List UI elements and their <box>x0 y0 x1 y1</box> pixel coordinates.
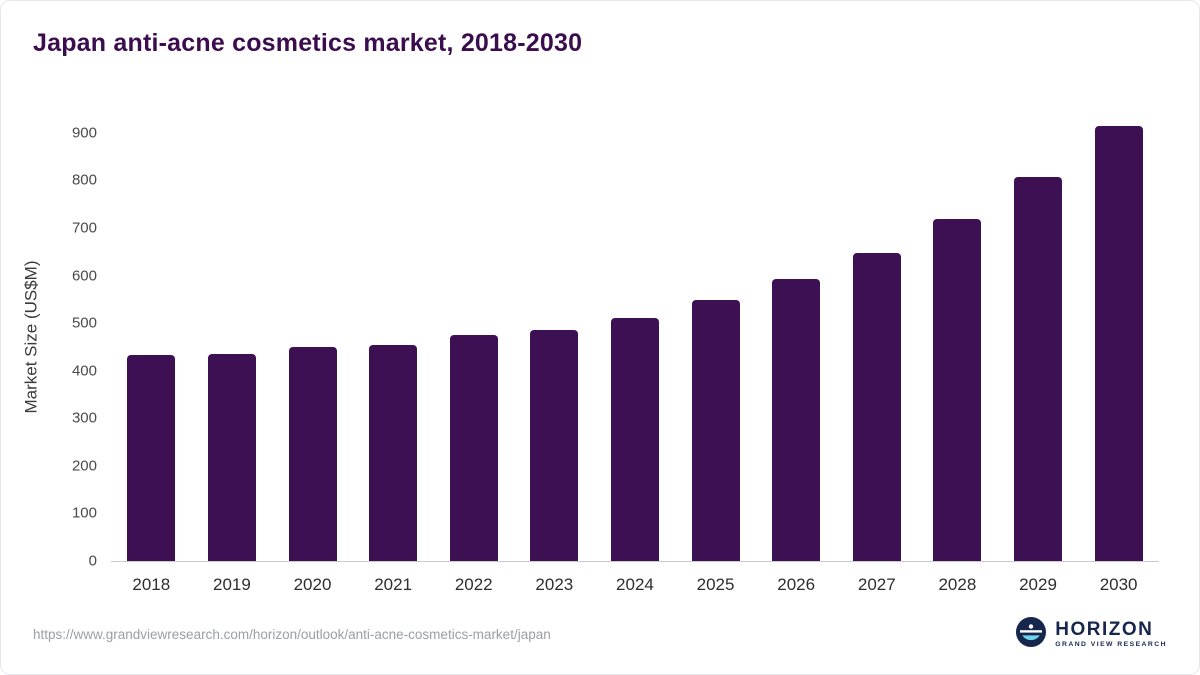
bar <box>127 355 176 561</box>
chart-title: Japan anti-acne cosmetics market, 2018-2… <box>33 29 583 57</box>
source-url: https://www.grandviewresearch.com/horizo… <box>33 626 551 642</box>
x-tick-label: 2019 <box>212 575 251 594</box>
x-tick-label: 2021 <box>374 575 413 594</box>
brand-name: HORIZON <box>1055 618 1154 640</box>
y-tick-label: 600 <box>71 267 97 285</box>
bar-column: 2027 <box>852 109 901 594</box>
bar <box>1014 177 1062 561</box>
x-tick-label: 2022 <box>454 575 493 594</box>
horizon-globe-icon <box>1016 616 1047 652</box>
bar-column: 2029 <box>1014 109 1062 594</box>
bar-column: 2023 <box>530 109 579 594</box>
bar-column: 2030 <box>1094 109 1143 594</box>
bar <box>207 354 256 561</box>
y-tick-label: 700 <box>71 219 97 237</box>
x-tick-label: 2020 <box>293 575 332 594</box>
bar <box>852 252 901 561</box>
y-tick-label: 100 <box>71 504 97 522</box>
y-tick-label: 400 <box>71 362 97 380</box>
x-tick-label: 2028 <box>938 575 977 594</box>
bar-column: 2020 <box>288 109 337 594</box>
x-tick-label: 2025 <box>696 575 735 594</box>
x-tick-label: 2030 <box>1099 575 1138 594</box>
brand-tagline: GRAND VIEW RESEARCH <box>1055 640 1167 648</box>
bar-column: 2022 <box>449 109 498 594</box>
brand-logo: HORIZON GRAND VIEW RESEARCH <box>1016 616 1167 652</box>
y-tick-label: 800 <box>71 171 97 189</box>
bar-column: 2019 <box>207 109 256 594</box>
bar <box>691 300 740 561</box>
bar-column: 2028 <box>933 109 982 594</box>
y-tick-label: 200 <box>71 457 97 475</box>
plot-area: 0 100 200 300 400 500 600 700 800 900 2018 2019 202… <box>72 109 1159 594</box>
bar <box>1094 125 1143 561</box>
bar <box>288 346 337 561</box>
bar-column: 2024 <box>610 109 659 594</box>
bar-column: 2026 <box>772 109 821 594</box>
y-axis-title-text: Market Size (US$M) <box>22 259 41 414</box>
x-tick-label: 2023 <box>535 575 574 594</box>
y-tick-label: 0 <box>88 552 97 570</box>
x-tick-label: 2018 <box>132 575 171 594</box>
bar-column: 2021 <box>369 109 418 594</box>
bars-container: 2018 2019 2020 2021 2022 2023 2024 2025 2026 2027… <box>111 109 1159 594</box>
brand-text: HORIZON GRAND VIEW RESEARCH <box>1055 620 1167 649</box>
bar <box>933 219 982 561</box>
bar <box>369 344 418 561</box>
bar <box>449 335 498 561</box>
x-tick-label: 2027 <box>857 575 896 594</box>
footer: https://www.grandviewresearch.com/horizo… <box>33 612 1167 656</box>
y-tick-label: 900 <box>71 124 97 142</box>
bar-column: 2025 <box>691 109 740 594</box>
y-tick-label: 300 <box>71 409 97 427</box>
bar <box>772 278 821 561</box>
bar <box>610 318 659 561</box>
y-tick-label: 500 <box>71 314 97 332</box>
bar-column: 2018 <box>127 109 176 594</box>
y-axis-title: Market Size (US$M) <box>9 109 55 564</box>
x-tick-label: 2024 <box>616 575 654 594</box>
bar <box>530 330 579 561</box>
x-tick-label: 2029 <box>1019 575 1057 594</box>
x-tick-label: 2026 <box>777 575 816 594</box>
